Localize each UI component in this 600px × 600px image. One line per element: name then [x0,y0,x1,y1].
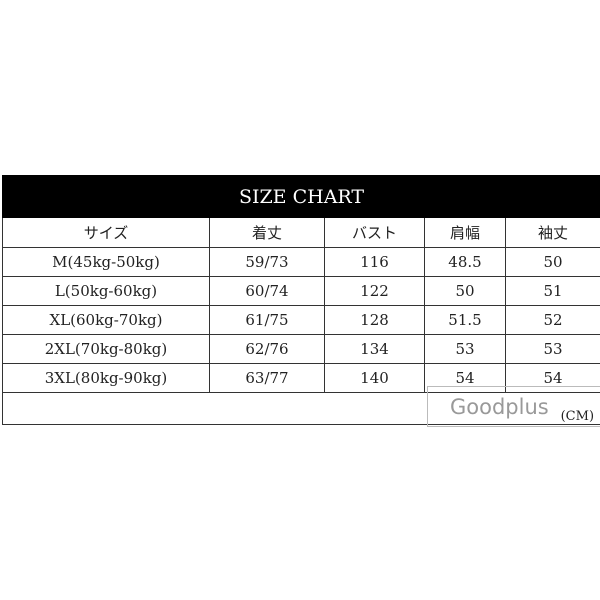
table-cell: M(45kg-50kg) [2,247,210,277]
table-row: L(50kg-60kg) 60/74 122 50 51 [2,276,600,306]
table-cell: 53 [424,334,506,364]
table-cell: 2XL(70kg-80kg) [2,334,210,364]
table-row: XL(60kg-70kg) 61/75 128 51.5 52 [2,305,600,335]
table-cell: 3XL(80kg-90kg) [2,363,210,393]
table-row: 2XL(70kg-80kg) 62/76 134 53 53 [2,334,600,364]
table-cell: 48.5 [424,247,506,277]
table-cell: 116 [324,247,425,277]
table-cell: 51 [504,276,600,306]
table-cell: 61/75 [209,305,325,335]
table-cell: XL(60kg-70kg) [2,305,210,335]
table-cell: 51.5 [424,305,506,335]
table-cell: 59/73 [209,247,325,277]
table-cell: L(50kg-60kg) [2,276,210,306]
size-chart-table: SIZE CHART サイズ 着丈 バスト 肩幅 袖丈 M(45kg-50kg)… [1,175,600,425]
table-cell: 54 [504,363,600,393]
table-cell: 60/74 [209,276,325,306]
table-cell: 50 [424,276,506,306]
table-cell: 63/77 [209,363,325,393]
footer-row: (CM) [1,392,600,425]
title-row: SIZE CHART [1,175,600,218]
table-row: M(45kg-50kg) 59/73 116 48.5 50 [2,247,600,277]
unit-label: (CM) [1,392,600,425]
table-cell: 50 [504,247,600,277]
header-shoulder: 肩幅 [424,217,506,248]
table-cell: 128 [324,305,425,335]
watermark: Goodplus [427,386,600,427]
table-cell: 134 [324,334,425,364]
header-sleeve: 袖丈 [504,217,600,248]
header-row: サイズ 着丈 バスト 肩幅 袖丈 [2,217,600,248]
header-bust: バスト [324,217,425,248]
chart-title: SIZE CHART [1,175,600,218]
table-cell: 140 [324,363,425,393]
table-cell: 122 [324,276,425,306]
table-cell: 53 [504,334,600,364]
header-size: サイズ [2,217,210,248]
header-length: 着丈 [209,217,325,248]
table-cell: 62/76 [209,334,325,364]
table-cell: 52 [504,305,600,335]
